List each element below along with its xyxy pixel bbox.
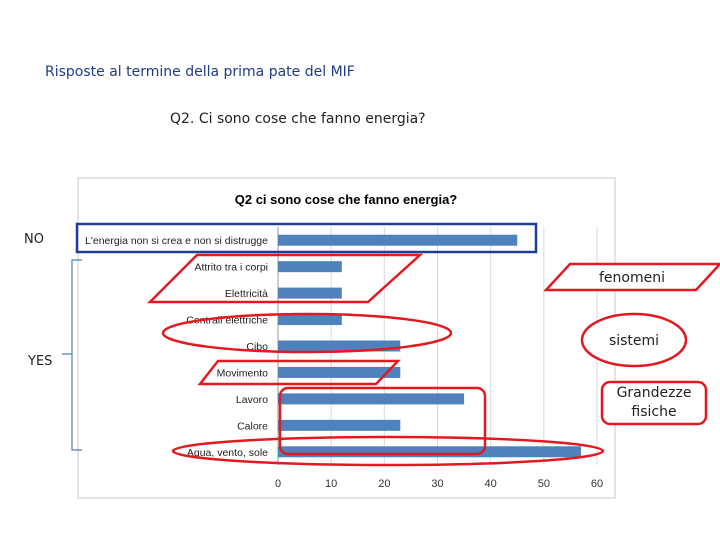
x-tick-label: 30 [431,478,443,490]
callout-fenomeni-label: fenomeni [599,270,665,286]
bars [278,234,582,458]
callout-sistemi-label: sistemi [609,333,659,349]
category-label: Attrito tra i corpi [194,262,268,274]
bar [278,234,518,246]
question-text: Q2. Ci sono cose che fanno energia? [170,111,426,127]
chart-title: Q2 ci sono cose che fanno energia? [235,192,458,207]
category-label: Movimento [217,367,269,379]
category-label: Aqua, vento, sole [187,447,268,459]
yes-brace [62,259,82,451]
x-tick-label: 10 [325,478,337,490]
highlight-box-grandezze [278,386,487,456]
x-tick-label: 20 [378,478,390,490]
x-tick-label: 0 [275,478,281,490]
bar [278,446,582,458]
bar [278,261,342,273]
category-label: Elettricità [225,288,268,300]
highlight-parallelogram-fenomeni [146,253,424,304]
x-tick-label: 60 [591,478,603,490]
label-yes: YES [28,354,53,369]
bar [278,366,401,378]
callout-fenomeni-shape [543,262,720,292]
highlight-box-no [75,222,538,254]
callout-grandezze-shape [600,380,708,426]
bar [278,287,342,299]
bar [278,314,342,326]
slide-title: Risposte al termine della prima pate del… [45,64,355,80]
category-label: L'energia non si crea e non si distrugge [85,235,268,247]
bar [278,340,401,352]
bar [278,393,465,405]
x-tick-label: 40 [485,478,497,490]
x-tick-label: 50 [538,478,550,490]
category-labels: L'energia non si crea e non si distrugge… [85,235,268,459]
highlight-parallelogram-movimento [197,359,401,386]
callout-grandezze-label: Grandezze fisiche [616,385,692,420]
highlight-ellipse-sistemi [161,312,453,354]
category-label: Lavoro [236,394,268,406]
highlight-ellipse-sistemi-2 [171,435,605,467]
bar [278,419,401,431]
callout-sistemi-shape [580,312,688,368]
x-tick-labels: 0 10 20 30 40 50 60 [275,478,603,490]
label-no: NO [24,232,44,247]
category-label: Calore [237,420,268,432]
category-label: Centrali elettriche [186,315,268,327]
